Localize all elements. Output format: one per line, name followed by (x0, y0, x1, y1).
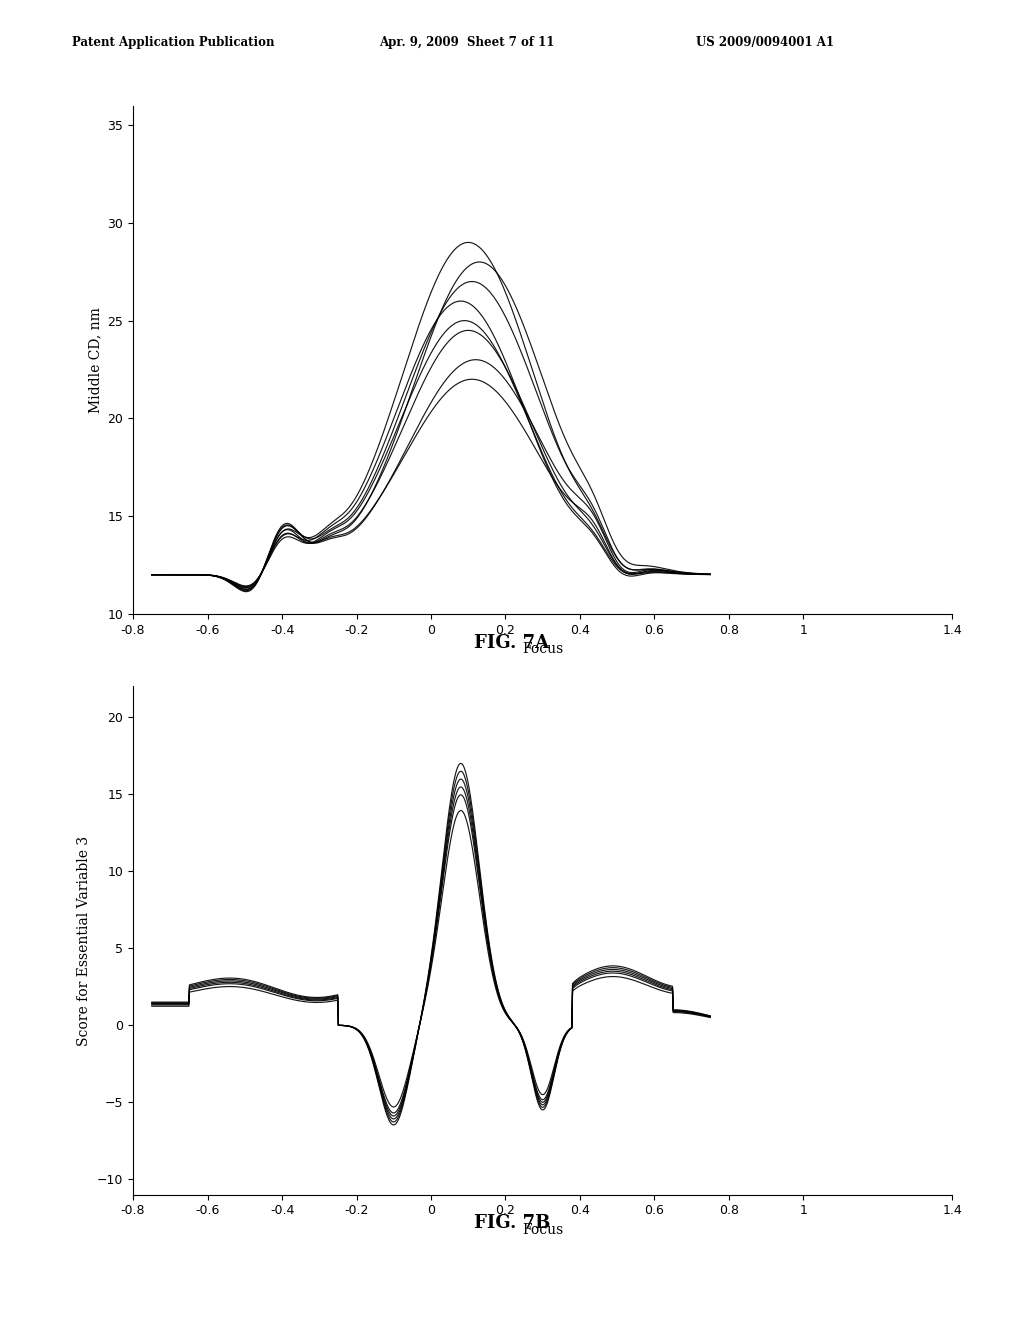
Y-axis label: Score for Essential Variable 3: Score for Essential Variable 3 (78, 836, 91, 1045)
X-axis label: Focus: Focus (522, 1222, 563, 1237)
Y-axis label: Middle CD, nm: Middle CD, nm (88, 306, 102, 413)
Text: Patent Application Publication: Patent Application Publication (72, 36, 274, 49)
Text: Apr. 9, 2009  Sheet 7 of 11: Apr. 9, 2009 Sheet 7 of 11 (379, 36, 554, 49)
Text: FIG. 7B: FIG. 7B (474, 1214, 550, 1233)
X-axis label: Focus: Focus (522, 642, 563, 656)
Text: FIG. 7A: FIG. 7A (474, 634, 550, 652)
Text: US 2009/0094001 A1: US 2009/0094001 A1 (696, 36, 835, 49)
